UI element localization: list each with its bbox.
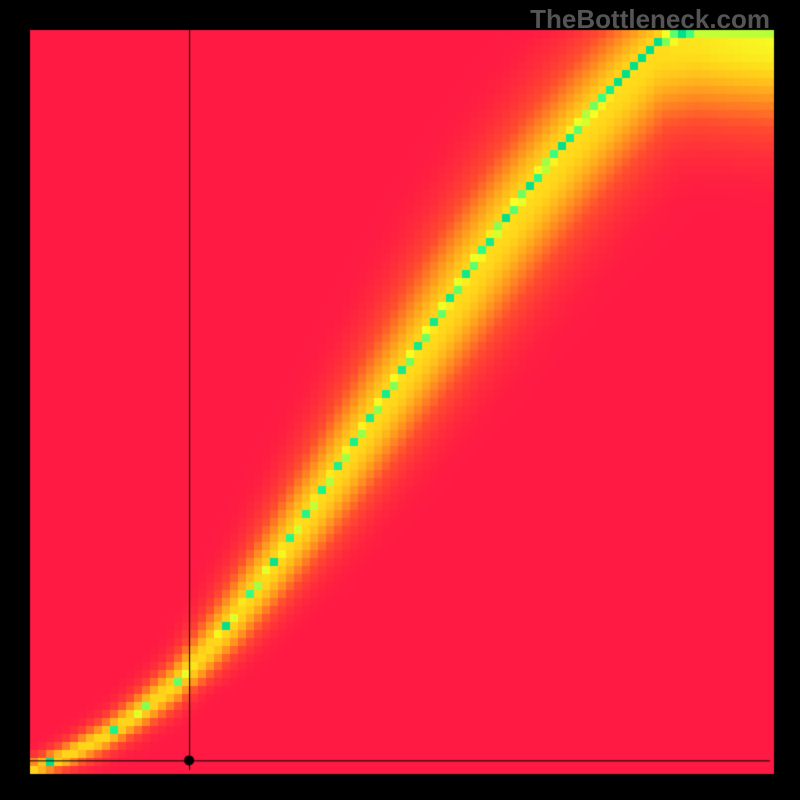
bottleneck-heatmap [0, 0, 800, 800]
watermark-text: TheBottleneck.com [530, 4, 770, 35]
chart-container: TheBottleneck.com [0, 0, 800, 800]
